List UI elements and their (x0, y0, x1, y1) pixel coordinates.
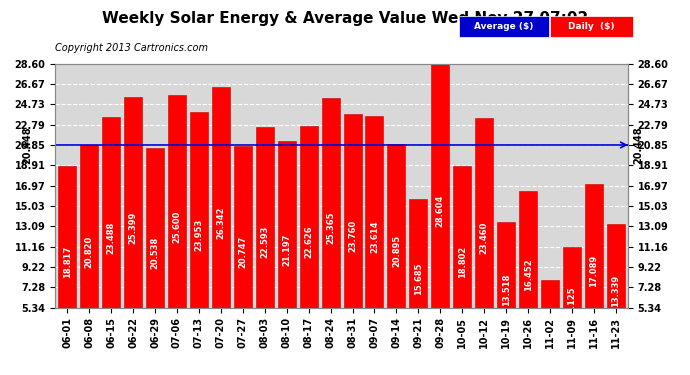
Bar (563, 247, 581, 363)
Bar (475, 118, 493, 363)
Bar (168, 95, 186, 363)
Text: 25.600: 25.600 (172, 210, 181, 243)
Text: 23.460: 23.460 (480, 222, 489, 254)
Text: 13.518: 13.518 (502, 274, 511, 306)
Bar (607, 224, 625, 363)
Text: 22.593: 22.593 (260, 226, 269, 258)
Text: 13.339: 13.339 (611, 275, 620, 307)
Bar (299, 126, 317, 363)
Text: 15.685: 15.685 (414, 262, 423, 295)
Bar (585, 184, 603, 363)
Text: 20.448: 20.448 (22, 126, 32, 164)
Bar (102, 117, 120, 363)
Bar (212, 87, 230, 363)
Bar (80, 145, 98, 363)
Bar (277, 141, 296, 363)
Text: 23.614: 23.614 (370, 220, 379, 253)
Bar (190, 112, 208, 363)
Text: 20.448: 20.448 (633, 126, 644, 164)
Bar (124, 97, 142, 363)
Text: Copyright 2013 Cartronics.com: Copyright 2013 Cartronics.com (55, 43, 208, 53)
Bar (409, 199, 427, 363)
Text: 23.760: 23.760 (348, 220, 357, 252)
Text: Weekly Solar Energy & Average Value Wed Nov 27 07:02: Weekly Solar Energy & Average Value Wed … (102, 11, 588, 26)
Text: 20.895: 20.895 (392, 235, 401, 267)
Text: 23.953: 23.953 (195, 219, 204, 251)
Text: Daily  ($): Daily ($) (568, 22, 615, 31)
Bar (541, 280, 559, 363)
Text: 18.817: 18.817 (63, 246, 72, 278)
Text: 16.452: 16.452 (524, 258, 533, 291)
Text: 21.197: 21.197 (282, 233, 291, 266)
Bar (431, 64, 449, 363)
Text: 26.342: 26.342 (217, 206, 226, 239)
Text: 11.125: 11.125 (567, 286, 576, 319)
Bar (344, 114, 362, 363)
Text: 7.925: 7.925 (546, 306, 555, 332)
Bar (453, 166, 471, 363)
Bar (58, 166, 77, 363)
Text: 25.399: 25.399 (128, 211, 137, 244)
Bar (387, 144, 406, 363)
Text: 25.365: 25.365 (326, 211, 335, 244)
Text: 20.538: 20.538 (150, 237, 159, 269)
Bar (146, 148, 164, 363)
Text: 23.488: 23.488 (107, 222, 116, 254)
Bar (322, 98, 339, 363)
Text: Average ($): Average ($) (474, 22, 533, 31)
Bar (519, 191, 537, 363)
Text: 18.802: 18.802 (457, 246, 466, 278)
Bar (256, 127, 274, 363)
Bar (366, 116, 384, 363)
Text: 28.604: 28.604 (436, 195, 445, 227)
Text: 20.747: 20.747 (238, 236, 247, 268)
Text: 22.626: 22.626 (304, 226, 313, 258)
Bar (234, 146, 252, 363)
Text: 17.089: 17.089 (589, 255, 598, 287)
Text: 20.820: 20.820 (85, 236, 94, 268)
Bar (497, 222, 515, 363)
